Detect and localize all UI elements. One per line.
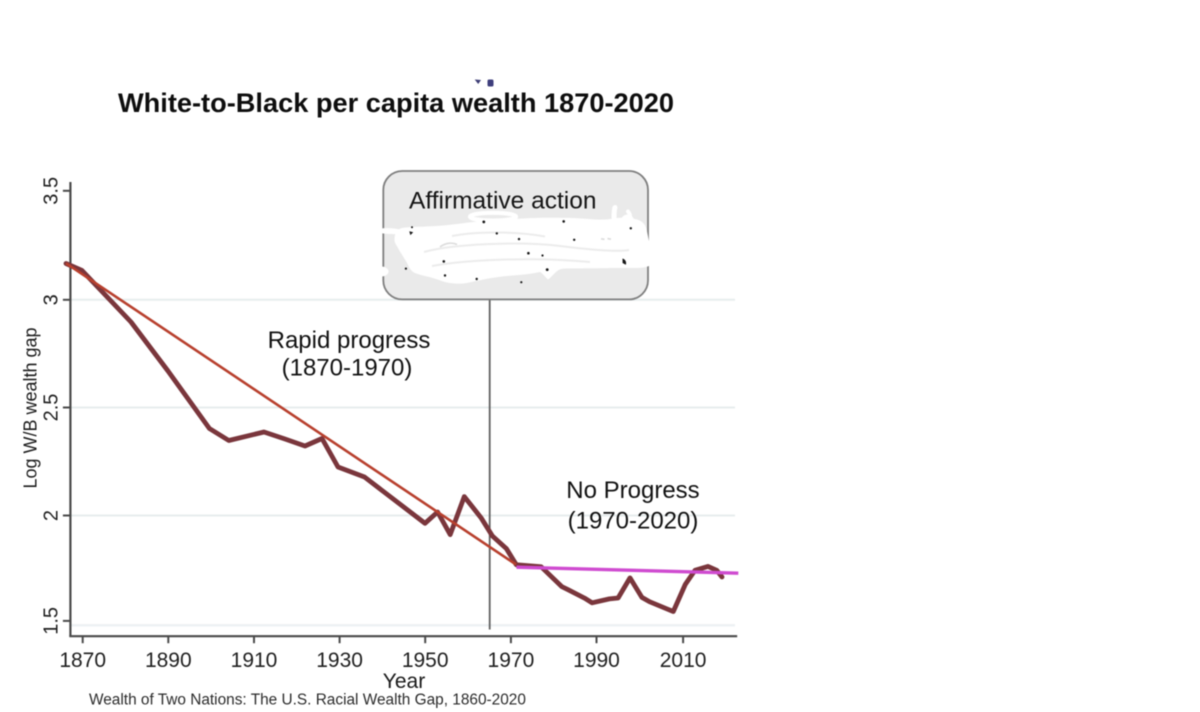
svg-text:3.5: 3.5	[41, 177, 63, 205]
svg-text:Log W/B wealth gap: Log W/B wealth gap	[21, 327, 41, 488]
svg-text:2010: 2010	[660, 649, 707, 672]
svg-text:2: 2	[41, 510, 63, 521]
svg-text:Affirmative action: Affirmative action	[409, 188, 596, 215]
svg-text:White-to-Black per capita weal: White-to-Black per capita wealth 1870-20…	[118, 87, 674, 118]
svg-text:(1870-1970): (1870-1970)	[282, 355, 413, 382]
svg-text:1930: 1930	[316, 649, 363, 672]
svg-text:No Progress: No Progress	[566, 477, 699, 504]
svg-text:(1970-2020): (1970-2020)	[568, 508, 699, 535]
svg-text:1970: 1970	[488, 649, 535, 672]
svg-text:Rapid progress: Rapid progress	[268, 327, 431, 354]
svg-text:3: 3	[41, 294, 63, 305]
svg-text:Year: Year	[383, 670, 425, 693]
svg-text:1910: 1910	[231, 649, 278, 672]
svg-text:1870: 1870	[59, 649, 106, 672]
svg-text:1950: 1950	[402, 649, 449, 672]
svg-text:1.5: 1.5	[41, 607, 63, 635]
svg-text:1890: 1890	[145, 649, 192, 672]
svg-text:1990: 1990	[573, 649, 620, 672]
svg-text:Wealth of Two Nations: The U.S: Wealth of Two Nations: The U.S. Racial W…	[89, 692, 526, 709]
svg-text:2.5: 2.5	[41, 394, 63, 422]
